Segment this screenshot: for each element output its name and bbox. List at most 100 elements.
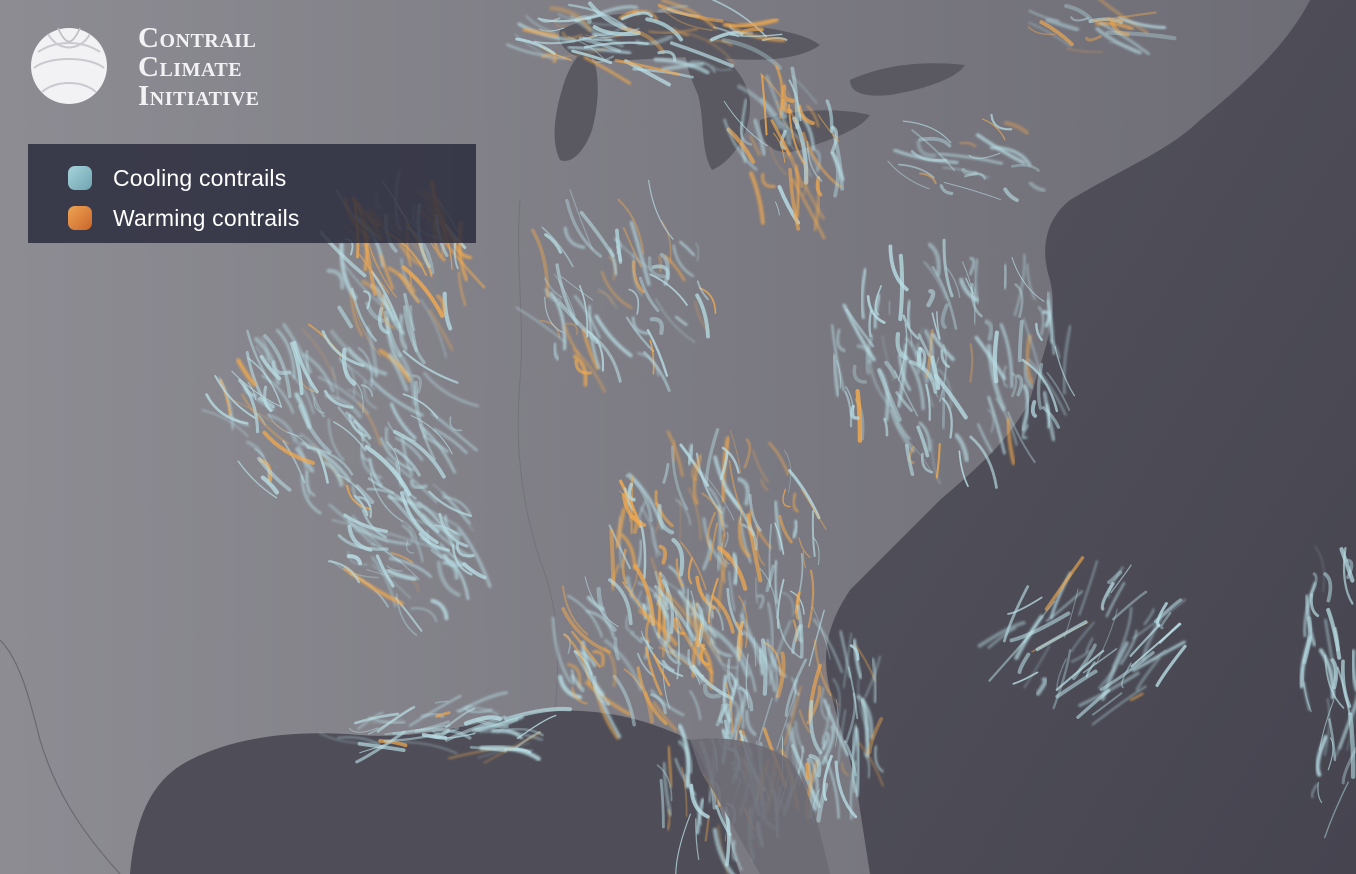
contrail-streak — [791, 519, 799, 539]
contrail-streak — [399, 491, 439, 545]
contrail-streak — [514, 33, 555, 62]
brand-line: Initiative — [138, 80, 260, 112]
contrail-streak — [603, 646, 617, 688]
contrail-streak — [852, 638, 863, 679]
contrail-streak — [688, 487, 702, 541]
contrail-streak — [761, 74, 768, 136]
contrail-streak — [1131, 640, 1186, 672]
contrail-streak — [331, 519, 390, 536]
contrail-streak — [436, 560, 461, 597]
brand-line: Climate — [138, 51, 243, 83]
contrail-streak — [539, 17, 561, 23]
contrail-streak — [812, 606, 831, 660]
contrail-streak — [689, 666, 701, 685]
contrail-streak — [898, 163, 935, 179]
contrail-streak — [775, 201, 780, 216]
contrail-streak — [1070, 16, 1090, 22]
contrail-streak — [781, 591, 795, 617]
contrail-streak — [721, 446, 740, 474]
contrail-streak — [615, 228, 623, 263]
contrail-streak — [544, 296, 564, 334]
contrail-streak — [726, 127, 756, 164]
contrail-streak — [625, 614, 635, 633]
contrail-streak — [444, 715, 507, 742]
contrail-streak — [333, 421, 367, 452]
contrail-streak — [1023, 645, 1050, 689]
contrail-streak — [646, 595, 665, 648]
contrail-streak — [872, 293, 882, 329]
contrail-streak — [445, 707, 476, 729]
contrail-streak — [791, 178, 826, 240]
contrail-streak — [354, 712, 400, 725]
contrail-streak — [363, 380, 378, 410]
contrail-streak — [760, 638, 768, 696]
contrail-streak — [931, 266, 958, 330]
contrail-streak — [1328, 718, 1337, 762]
contrail-streak — [661, 61, 705, 72]
contrail-streak — [798, 537, 811, 559]
contrail-streak — [260, 475, 280, 495]
contrail-streak — [852, 364, 868, 384]
contrail-streak — [587, 1, 641, 35]
contrail-streak — [420, 298, 447, 359]
contrail-streak — [702, 683, 722, 699]
contrail-streak — [1022, 361, 1034, 389]
contrail-streak — [884, 360, 898, 379]
contrail-streak — [906, 299, 912, 328]
contrail-streak — [1318, 648, 1336, 700]
contrail-streak — [504, 706, 573, 722]
contrail-streak — [465, 705, 499, 716]
contrail-streak — [1112, 606, 1133, 668]
contrail-streak — [622, 581, 651, 624]
contrail-streak — [662, 463, 670, 484]
contrail-streak — [968, 256, 976, 276]
contrail-streak — [871, 657, 878, 704]
contrail-streak — [622, 227, 643, 268]
contrail-streak — [713, 455, 742, 510]
contrail-streak — [657, 503, 675, 535]
contrail-streak — [370, 378, 424, 417]
contrail-streak — [423, 371, 480, 408]
contrail-streak — [1041, 406, 1061, 429]
contrail-streak — [608, 578, 633, 626]
contrail-streak — [455, 704, 472, 712]
contrail-streak — [1016, 374, 1024, 397]
contrail-streak — [812, 181, 822, 232]
contrail-streak — [651, 264, 670, 280]
contrail-streak — [794, 164, 801, 219]
contrail-streak — [674, 610, 680, 680]
contrail-streak — [1092, 692, 1123, 716]
contrail-streak — [586, 610, 615, 639]
contrail-streak — [398, 273, 421, 304]
contrail-streak — [1314, 545, 1325, 593]
contrail-streak — [614, 237, 653, 272]
contrail-streak — [379, 254, 394, 290]
contrail-streak — [781, 84, 795, 103]
contrail-streak — [231, 370, 282, 408]
contrail-streak — [372, 542, 420, 581]
contrail-streak — [451, 544, 473, 576]
contrail-streak — [943, 181, 1001, 200]
contrail-streak — [675, 499, 691, 526]
contrail-streak — [671, 538, 685, 577]
contrail-streak — [680, 541, 707, 591]
contrail-streak — [383, 426, 394, 451]
contrail-streak — [696, 280, 709, 301]
contrail-streak — [958, 450, 969, 488]
contrail-streak — [330, 329, 379, 376]
contrail-streak — [785, 140, 812, 177]
contrail-streak — [813, 639, 832, 697]
contrail-streak — [637, 352, 660, 377]
contrail-streak — [578, 284, 588, 338]
contrail-streak — [954, 433, 969, 462]
contrail-streak — [629, 220, 651, 286]
contrail-streak — [801, 131, 842, 189]
contrail-streak — [563, 633, 591, 686]
brand-logo: Contrail Climate Initiative — [28, 22, 260, 114]
contrail-streak — [693, 601, 699, 628]
contrail-streak — [541, 226, 574, 268]
contrail-streak — [740, 523, 758, 551]
contrail-streak — [515, 306, 565, 342]
